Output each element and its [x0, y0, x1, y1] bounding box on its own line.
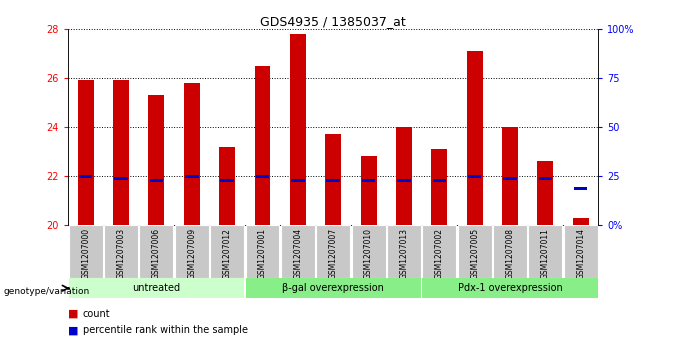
- Bar: [468, 175, 481, 178]
- Text: GSM1207005: GSM1207005: [470, 228, 479, 279]
- Text: count: count: [83, 309, 111, 319]
- Text: GSM1207006: GSM1207006: [152, 228, 161, 279]
- Bar: [325, 134, 341, 225]
- Text: ■: ■: [68, 309, 78, 319]
- Bar: [148, 95, 165, 225]
- Text: GSM1207014: GSM1207014: [576, 228, 585, 279]
- Text: GSM1207001: GSM1207001: [258, 228, 267, 279]
- Bar: [493, 225, 527, 278]
- Bar: [397, 179, 411, 183]
- Bar: [254, 66, 271, 225]
- Bar: [431, 149, 447, 225]
- Text: GSM1207004: GSM1207004: [293, 228, 303, 279]
- Bar: [539, 177, 552, 180]
- Text: genotype/variation: genotype/variation: [3, 287, 90, 296]
- Bar: [528, 225, 562, 278]
- Text: GSM1207011: GSM1207011: [541, 228, 550, 278]
- Bar: [422, 225, 456, 278]
- Text: GSM1207009: GSM1207009: [187, 228, 197, 279]
- Bar: [256, 175, 269, 178]
- Text: GSM1207002: GSM1207002: [435, 228, 444, 279]
- Text: GSM1207008: GSM1207008: [505, 228, 515, 279]
- Bar: [573, 218, 589, 225]
- Bar: [79, 175, 92, 178]
- Bar: [458, 225, 492, 278]
- Bar: [78, 81, 94, 225]
- Text: GSM1207010: GSM1207010: [364, 228, 373, 279]
- Bar: [281, 225, 315, 278]
- Text: GSM1207007: GSM1207007: [328, 228, 338, 279]
- Title: GDS4935 / 1385037_at: GDS4935 / 1385037_at: [260, 15, 406, 28]
- Bar: [387, 225, 421, 278]
- Bar: [574, 187, 588, 190]
- Bar: [175, 225, 209, 278]
- Bar: [537, 161, 554, 225]
- Bar: [362, 179, 375, 183]
- Bar: [69, 278, 244, 298]
- Bar: [466, 51, 483, 225]
- Text: Pdx-1 overexpression: Pdx-1 overexpression: [458, 283, 562, 293]
- Bar: [113, 81, 129, 225]
- Bar: [564, 225, 598, 278]
- Bar: [290, 34, 306, 225]
- Bar: [245, 225, 279, 278]
- Text: GSM1207000: GSM1207000: [81, 228, 90, 279]
- Text: GSM1207012: GSM1207012: [222, 228, 232, 278]
- Text: GSM1207013: GSM1207013: [399, 228, 409, 279]
- Bar: [114, 177, 128, 180]
- Bar: [432, 179, 446, 183]
- Bar: [396, 127, 412, 225]
- Bar: [326, 179, 340, 183]
- Bar: [184, 83, 200, 225]
- Bar: [220, 179, 234, 183]
- Text: percentile rank within the sample: percentile rank within the sample: [83, 325, 248, 335]
- Bar: [352, 225, 386, 278]
- Bar: [185, 175, 199, 178]
- Bar: [422, 278, 598, 298]
- Text: untreated: untreated: [133, 283, 180, 293]
- Bar: [316, 225, 350, 278]
- Bar: [219, 147, 235, 225]
- Bar: [210, 225, 244, 278]
- Bar: [245, 278, 421, 298]
- Bar: [360, 156, 377, 225]
- Bar: [291, 179, 305, 183]
- Bar: [150, 179, 163, 183]
- Bar: [503, 177, 517, 180]
- Bar: [69, 225, 103, 278]
- Bar: [104, 225, 138, 278]
- Bar: [502, 127, 518, 225]
- Text: β-gal overexpression: β-gal overexpression: [282, 283, 384, 293]
- Bar: [139, 225, 173, 278]
- Text: ■: ■: [68, 325, 78, 335]
- Text: GSM1207003: GSM1207003: [116, 228, 126, 279]
